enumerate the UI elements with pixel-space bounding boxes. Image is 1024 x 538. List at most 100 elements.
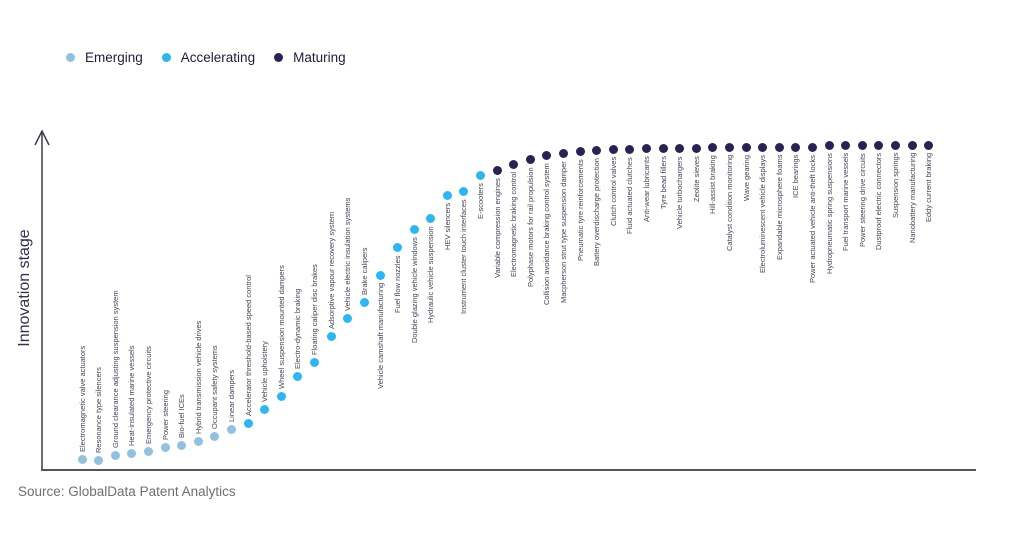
data-point-label: Fluid actuated clutches: [625, 156, 635, 234]
data-point: [110, 450, 120, 460]
data-point: [160, 443, 170, 453]
data-point-label: Vehicle turbochargers: [675, 155, 685, 229]
data-point-label: Electro-dynamic braking: [293, 288, 303, 369]
data-point: [226, 425, 236, 435]
legend-item-emerging: Emerging: [66, 50, 143, 65]
data-point-label: Power steering drive circuits: [857, 153, 867, 248]
data-point-label: Vehicle upholstery: [260, 340, 270, 402]
data-point: [309, 358, 319, 368]
data-point: [592, 145, 602, 155]
data-point-label: Collision avoidance braking control syst…: [542, 163, 552, 306]
data-point-label: Variable compression engines: [492, 177, 502, 278]
data-point-label: Ground clearance adjusting suspension sy…: [110, 289, 120, 448]
data-point-label: Resonance type silencers: [94, 366, 104, 453]
legend-item-maturing: Maturing: [274, 50, 346, 65]
data-point: [177, 441, 187, 451]
data-point-label: Dustproof electric connectors: [874, 153, 884, 251]
data-point-label: Linear dampers: [226, 370, 236, 423]
data-point: [575, 146, 585, 156]
source-note: Source: GlobalData Patent Analytics: [18, 484, 236, 499]
legend-label: Maturing: [293, 50, 346, 65]
data-point-label: Instrument cluster touch interfaces: [459, 199, 469, 315]
data-point: [641, 143, 651, 153]
data-point-label: Macpherson strut type suspension damper: [558, 160, 568, 303]
data-point-label: Hill-assist braking: [708, 154, 718, 214]
data-point-label: Wave gearing: [741, 154, 751, 201]
data-point-label: Eddy current braking: [924, 153, 934, 223]
data-point-label: Brake calipers: [359, 247, 369, 295]
data-point: [392, 243, 402, 253]
data-point-label: Electromagnetic braking control: [509, 171, 519, 277]
data-point: [824, 141, 834, 151]
data-point-label: Zeolite sieves: [691, 155, 701, 202]
data-point-label: Heat-insulated marine vessels: [127, 345, 137, 446]
data-point: [359, 297, 369, 307]
data-point: [525, 155, 535, 165]
data-point-label: Hydropneumatic spring suspensions: [824, 153, 834, 275]
data-point: [675, 143, 685, 153]
data-point-label: Double glazing vehicle windows: [409, 237, 419, 344]
data-point-label: Occupant safety systems: [210, 344, 220, 429]
legend-dot-icon: [161, 53, 171, 62]
data-point-label: Clutch control valves: [608, 156, 618, 226]
data-point-label: E-scooters: [475, 183, 485, 220]
data-point: [857, 141, 867, 151]
data-point: [890, 141, 900, 151]
data-point-label: Fuel flow nozzles: [392, 255, 402, 314]
data-point: [841, 141, 851, 151]
data-point: [509, 159, 519, 169]
data-point: [127, 448, 137, 458]
y-axis-arrow-icon: [34, 129, 50, 146]
data-point-label: Adsorptive vapour recovery system: [326, 211, 336, 329]
data-point: [409, 225, 419, 235]
data-point-label: Hybrid transmission vehicle drives: [193, 320, 203, 434]
data-point-label: Bio-fuel ICEs: [177, 394, 187, 439]
data-point-label: Anti-wear lubricants: [641, 155, 651, 222]
data-point-label: Nanobattery manufacturing: [907, 153, 917, 244]
data-point: [326, 331, 336, 341]
data-point: [924, 141, 934, 151]
data-point-label: Catalyst condition monitoring: [724, 154, 734, 251]
data-point: [807, 142, 817, 152]
data-point-label: Power steering: [160, 390, 170, 441]
data-point: [558, 148, 568, 158]
data-point: [907, 141, 917, 151]
data-point-label: Accelerator threshold-based speed contro…: [243, 274, 253, 416]
data-point: [143, 447, 153, 457]
legend-dot-icon: [66, 53, 75, 62]
data-point: [791, 142, 801, 152]
data-point-label: Power actuated vehicle anti-theft locks: [807, 154, 817, 283]
data-point: [542, 151, 552, 161]
data-point: [691, 143, 701, 153]
data-point-label: Emergency protective circuits: [143, 346, 153, 445]
data-point: [94, 455, 104, 465]
data-point: [608, 144, 618, 154]
data-point: [658, 143, 668, 153]
data-point-label: Polyphase motors for rail propulsion: [525, 167, 535, 288]
legend-dot-icon: [274, 53, 284, 62]
data-point-label: Hydraulic vehicle suspension: [426, 225, 436, 323]
data-point: [774, 142, 784, 152]
data-point-label: HEV silencers: [442, 203, 452, 251]
data-point: [260, 404, 270, 414]
legend-label: Emerging: [85, 50, 143, 65]
data-point: [193, 436, 203, 446]
data-point: [426, 213, 436, 223]
data-point: [492, 165, 502, 175]
data-point: [343, 313, 353, 323]
data-point: [442, 191, 452, 201]
legend: Emerging Accelerating Maturing: [66, 50, 346, 65]
data-point: [475, 171, 485, 181]
y-axis-label: Innovation stage: [16, 229, 33, 347]
data-point-label: ICE bearings: [791, 154, 801, 198]
data-point-label: Suspension springs: [890, 153, 900, 219]
data-point-label: Expandable microsphere foams: [774, 154, 784, 260]
data-point: [77, 454, 87, 464]
data-point-label: Pneumatic tyre reinforcements: [575, 158, 585, 261]
data-point: [724, 142, 734, 152]
data-point: [459, 187, 469, 197]
data-point: [210, 431, 220, 441]
data-point-label: Battery overdischarge protection: [592, 157, 602, 266]
